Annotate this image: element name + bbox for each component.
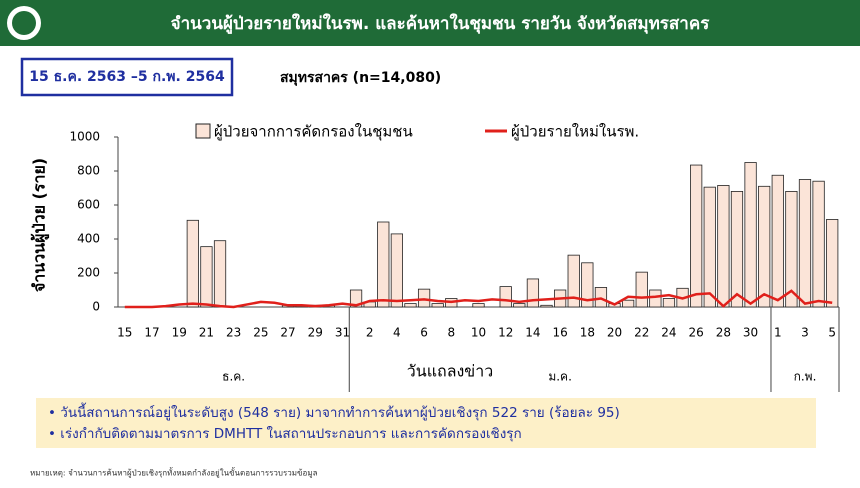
x-tick-label: 23 — [226, 326, 241, 340]
x-tick-label: 2 — [366, 326, 374, 340]
x-axis-label: วันแถลงข่าว — [407, 362, 493, 381]
bar — [377, 221, 390, 308]
footnote: หมายเหตุ: จำนวนการค้นหาผู้ป่วยเชิงรุกทั้… — [30, 467, 318, 479]
x-tick-label: 6 — [420, 326, 428, 340]
note: • เร่งกำกับติดตามมาตรการ DMHTT ในสถานประ… — [48, 425, 522, 442]
legend-swatch — [195, 123, 211, 139]
x-tick-label: 14 — [525, 326, 540, 340]
bar — [417, 288, 431, 308]
y-tick-label: 400 — [77, 232, 100, 246]
bar — [472, 303, 485, 308]
line — [124, 289, 833, 309]
x-tick-label: 30 — [743, 326, 758, 340]
bar — [703, 186, 716, 308]
x-tick-label: 29 — [308, 326, 323, 340]
bar — [812, 180, 825, 308]
x-tick-label: 4 — [393, 326, 401, 340]
x-tick-label: 27 — [280, 326, 295, 340]
bar — [200, 246, 213, 308]
bar — [513, 303, 526, 308]
x-tick-label: 26 — [689, 326, 704, 340]
legend-label: ผู้ป่วยจากการคัดกรองในชุมชน — [214, 123, 413, 142]
bar — [526, 278, 540, 308]
bar — [649, 289, 662, 308]
month-label: ก.พ. — [794, 370, 817, 384]
y-tick-label: 200 — [77, 266, 100, 280]
bar — [213, 240, 227, 308]
bar — [717, 185, 730, 308]
x-tick-label: 19 — [172, 326, 187, 340]
bar — [758, 185, 771, 308]
header-title: จำนวนผู้ป่วยรายใหม่ในรพ. และค้นหาในชุมชน… — [171, 13, 711, 35]
bar — [540, 304, 553, 308]
bar — [744, 162, 757, 308]
bar — [785, 190, 798, 308]
x-tick-label: 31 — [335, 326, 350, 340]
y-tick-label: 1000 — [69, 130, 100, 144]
x-tick-label: 3 — [801, 326, 809, 340]
y-tick-label: 600 — [77, 198, 100, 212]
bar — [622, 299, 635, 308]
bar — [567, 254, 580, 308]
chart-title: สมุทรสาคร (n=14,080) — [280, 70, 441, 86]
x-tick-label: 10 — [471, 326, 486, 340]
y-axis-label: จำนวนผู้ป่วย (ราย) — [30, 158, 51, 292]
header-bar — [0, 0, 860, 46]
y-tick-label: 800 — [77, 164, 100, 178]
bar — [826, 219, 839, 308]
x-tick-label: 17 — [144, 326, 159, 340]
x-tick-label: 28 — [716, 326, 731, 340]
bar — [662, 298, 676, 308]
x-tick-label: 8 — [447, 326, 455, 340]
note: • วันนี้สถานการณ์อยู่ในระดับสูง (548 ราย… — [48, 402, 620, 421]
bar — [499, 286, 512, 308]
date-range: 15 ธ.ค. 2563 –5 ก.พ. 2564 — [29, 69, 225, 85]
bar — [404, 303, 417, 308]
x-tick-label: 22 — [634, 326, 649, 340]
bar — [390, 233, 403, 308]
notes-box — [36, 398, 816, 448]
legend-label: ผู้ป่วยรายใหม่ในรพ. — [511, 123, 639, 141]
x-tick-label: 21 — [199, 326, 214, 340]
logo-inner — [12, 11, 36, 35]
bar — [581, 262, 594, 308]
bar — [349, 289, 363, 308]
bar — [771, 174, 784, 308]
date-box — [20, 57, 234, 97]
x-tick-label: 16 — [552, 326, 567, 340]
x-tick-label: 20 — [607, 326, 622, 340]
bar — [186, 219, 199, 308]
x-tick-label: 12 — [498, 326, 513, 340]
bar — [730, 190, 744, 308]
x-tick-label: 18 — [580, 326, 595, 340]
y-tick-label: 0 — [92, 300, 100, 314]
bar — [594, 287, 608, 308]
x-tick-label: 25 — [253, 326, 268, 340]
x-tick-label: 1 — [774, 326, 782, 340]
month-label: ธ.ค. — [222, 370, 245, 384]
x-tick-label: 15 — [117, 326, 132, 340]
bar — [798, 179, 812, 308]
bar — [635, 271, 648, 308]
bar — [690, 164, 703, 308]
month-label: ม.ค. — [548, 370, 572, 384]
x-tick-label: 5 — [828, 326, 836, 340]
bar — [431, 303, 444, 308]
x-tick-label: 24 — [661, 326, 676, 340]
